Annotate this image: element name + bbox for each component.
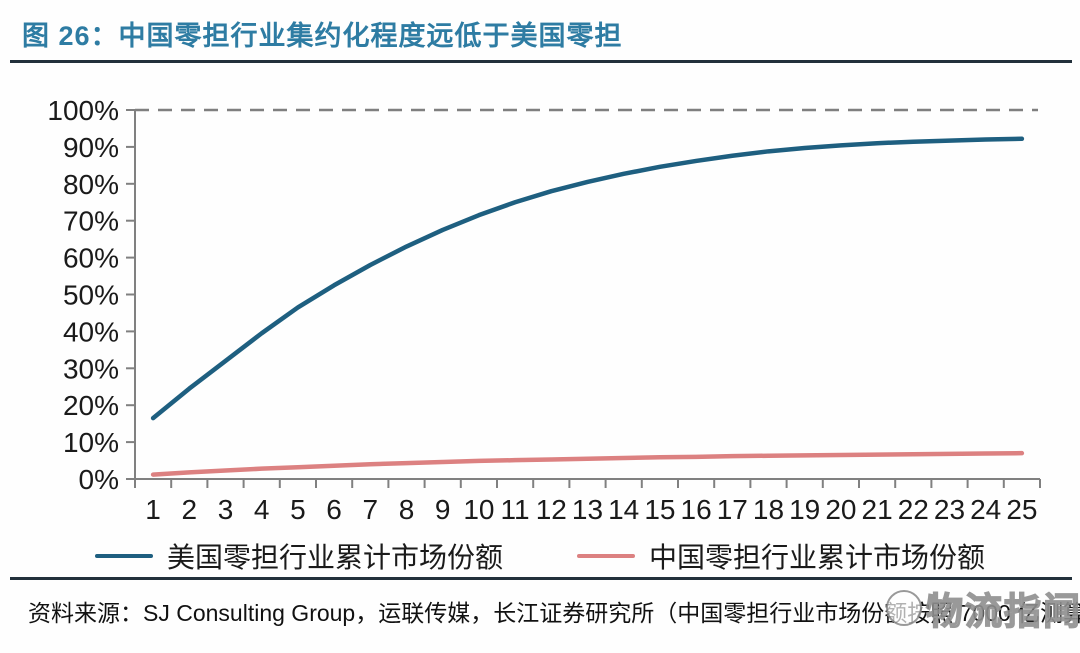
svg-text:19: 19 [789,494,820,525]
svg-text:11: 11 [501,494,530,525]
svg-text:16: 16 [681,494,712,525]
svg-text:2: 2 [182,494,198,525]
svg-text:20: 20 [825,494,856,525]
svg-text:40%: 40% [63,316,119,347]
svg-text:5: 5 [290,494,306,525]
svg-text:22: 22 [898,494,929,525]
svg-text:3: 3 [218,494,234,525]
svg-text:10%: 10% [63,427,119,458]
svg-text:80%: 80% [63,169,119,200]
svg-text:90%: 90% [63,132,119,163]
svg-text:23: 23 [934,494,965,525]
svg-text:4: 4 [254,494,270,525]
watermark-logo-icon [886,590,922,626]
watermark: 物流指闻 [886,582,1080,634]
svg-text:17: 17 [717,494,748,525]
svg-text:70%: 70% [63,206,119,237]
svg-text:9: 9 [435,494,451,525]
legend-item-us: 美国零担行业累计市场份额 [94,536,503,576]
svg-text:8: 8 [399,494,415,525]
us-line-swatch [94,554,153,558]
chart-legend: 美国零担行业累计市场份额 中国零担行业累计市场份额 [0,538,1080,574]
svg-text:15: 15 [644,494,675,525]
svg-text:50%: 50% [63,280,119,311]
svg-text:10: 10 [463,494,494,525]
svg-text:24: 24 [970,494,1001,525]
figure-title: 图 26：中国零担行业集约化程度远低于美国零担 [22,21,623,51]
chart-svg: 0%10%20%30%40%50%60%70%80%90%100%1 2 3 4 5 6 7… [47,95,1041,525]
svg-text:12: 12 [536,494,567,525]
svg-text:20%: 20% [63,390,119,421]
svg-text:60%: 60% [63,243,119,274]
svg-text:0%: 0% [79,464,119,495]
svg-text:1: 1 [145,494,161,525]
legend-label-us: 美国零担行业累计市场份额 [166,542,503,573]
legend-label-cn: 中国零担行业累计市场份额 [649,542,986,573]
svg-text:21: 21 [862,494,893,525]
svg-text:13: 13 [572,494,603,525]
top-divider [10,60,1072,63]
svg-text:14: 14 [608,494,639,525]
watermark-text: 物流指闻 [925,590,1080,633]
svg-text:30%: 30% [63,353,119,384]
svg-text:18: 18 [753,494,784,525]
svg-text:7: 7 [363,494,379,525]
svg-text:25: 25 [1006,494,1037,525]
bottom-divider [10,577,1072,580]
cn-line-swatch [577,554,635,558]
svg-text:6: 6 [326,494,342,525]
legend-item-cn: 中国零担行业累计市场份额 [577,536,985,576]
svg-text:100%: 100% [47,95,119,126]
